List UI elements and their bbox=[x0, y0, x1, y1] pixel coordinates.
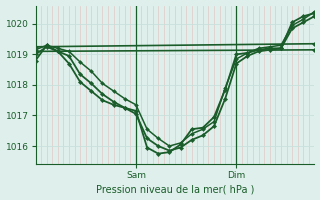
X-axis label: Pression niveau de la mer( hPa ): Pression niveau de la mer( hPa ) bbox=[96, 184, 254, 194]
